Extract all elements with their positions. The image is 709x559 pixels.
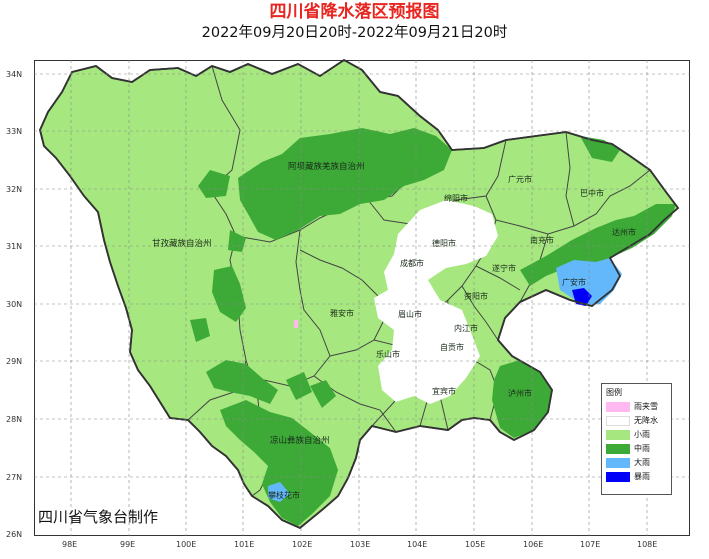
label-liangshan: 凉山彝族自治州 (270, 435, 330, 446)
lon-label-108e: 108E (637, 540, 658, 549)
sleet-patch (294, 320, 298, 328)
legend-label-sleet: 雨夹雪 (634, 402, 658, 411)
legend-swatch-light-rain (606, 430, 630, 440)
label-neijiang: 内江市 (454, 323, 478, 333)
lat-label-27n: 27N (6, 473, 23, 482)
lat-label-29n: 29N (6, 357, 23, 366)
legend-label-no-rain: 无降水 (634, 416, 658, 425)
lon-label-103e: 103E (350, 540, 371, 549)
heavy-rain-region-south (268, 482, 290, 502)
lon-label-106e: 106E (523, 540, 544, 549)
lon-label-105e: 105E (465, 540, 486, 549)
lat-label-30n: 30N (6, 300, 23, 309)
label-leshan: 乐山市 (376, 349, 400, 359)
legend-item-heavy-rain: 大雨 (602, 456, 671, 470)
lon-label-102e: 102E (292, 540, 313, 549)
credit-text: 四川省气象台制作 (38, 508, 159, 526)
label-nanchong: 南充市 (530, 235, 554, 245)
map-title: 四川省降水落区预报图 (269, 2, 440, 22)
lon-label-100e: 100E (176, 540, 197, 549)
label-bazhong: 巴中市 (580, 188, 604, 198)
legend-label-rainstorm: 暴雨 (634, 472, 650, 481)
lon-label-107e: 107E (580, 540, 601, 549)
legend-item-no-rain: 无降水 (602, 414, 671, 428)
label-guangan: 广安市 (562, 277, 586, 287)
lon-label-98e: 98E (62, 540, 78, 549)
lat-label-28n: 28N (6, 415, 23, 424)
label-panzhihua: 攀枝花市 (268, 490, 300, 500)
legend-label-light-rain: 小雨 (634, 430, 650, 439)
legend-item-sleet: 雨夹雪 (602, 400, 671, 414)
lat-label-26n: 26N (6, 530, 23, 539)
legend-label-heavy-rain: 大雨 (634, 458, 650, 467)
label-chengdu: 成都市 (400, 258, 424, 268)
legend-item-moderate-rain: 中雨 (602, 442, 671, 456)
graticule (34, 60, 690, 536)
lat-label-32n: 32N (6, 185, 23, 194)
label-yaan: 雅安市 (330, 308, 354, 318)
label-mianyang: 绵阳市 (444, 193, 468, 203)
label-aba: 阿坝藏族羌族自治州 (288, 161, 365, 172)
label-ziyang: 资阳市 (464, 291, 488, 301)
lat-label-31n: 31N (6, 242, 23, 251)
legend-swatch-moderate-rain (606, 444, 630, 454)
lon-label-99e: 99E (120, 540, 136, 549)
legend-item-rainstorm: 暴雨 (602, 470, 671, 484)
lon-label-104e: 104E (407, 540, 428, 549)
map-subtitle: 2022年09月20日20时-2022年09月21日20时 (201, 25, 508, 41)
label-zigong: 自贡市 (440, 342, 464, 352)
legend-item-light-rain: 小雨 (602, 428, 671, 442)
legend-swatch-heavy-rain (606, 458, 630, 468)
label-yibin: 宜宾市 (432, 386, 456, 396)
label-guangyuan: 广元市 (508, 174, 532, 184)
legend-swatch-sleet (606, 402, 630, 412)
legend-swatch-rainstorm (606, 472, 630, 482)
lat-label-34n: 34N (6, 70, 23, 79)
label-suining: 遂宁市 (492, 263, 516, 273)
legend: 图例 雨夹雪 无降水 小雨 中雨 大雨 暴雨 (601, 383, 672, 495)
legend-label-moderate-rain: 中雨 (634, 444, 650, 453)
moderate-rain-regions (190, 128, 676, 526)
legend-swatch-no-rain (606, 416, 630, 426)
label-dazhou: 达州市 (612, 227, 636, 237)
label-deyang: 德阳市 (432, 238, 456, 248)
label-luzhou: 泸州市 (508, 388, 532, 398)
legend-title: 图例 (606, 388, 622, 397)
lon-label-101e: 101E (234, 540, 255, 549)
label-meishan: 眉山市 (398, 309, 422, 319)
no-rain-region (374, 200, 498, 404)
label-ganzi: 甘孜藏族自治州 (152, 238, 212, 249)
lat-label-33n: 33N (6, 127, 23, 136)
